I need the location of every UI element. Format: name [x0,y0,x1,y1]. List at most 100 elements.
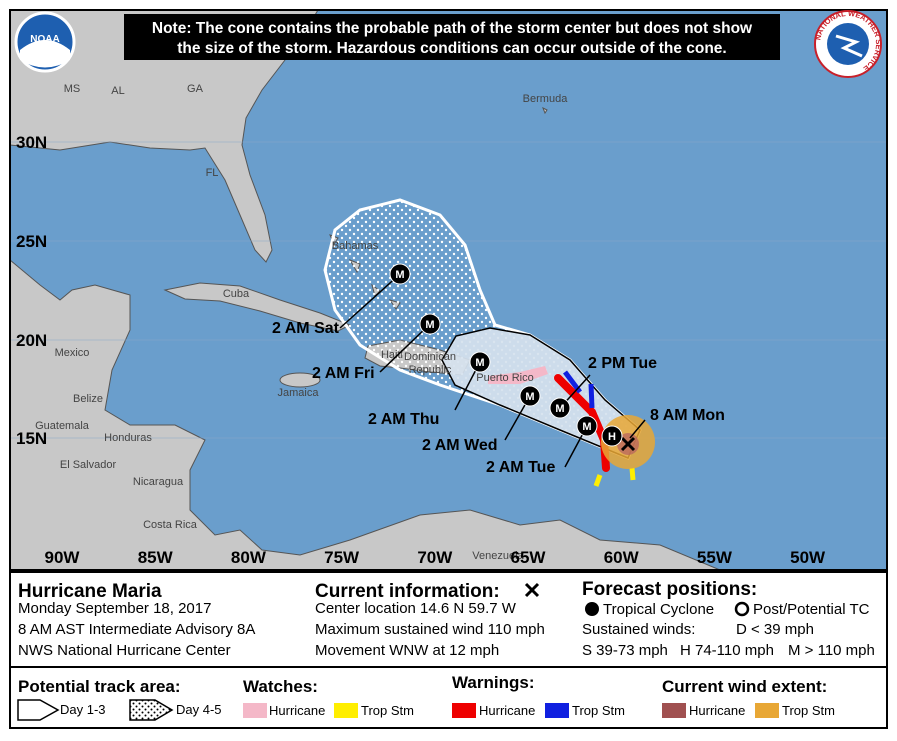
place-label: AL [111,85,124,97]
lon-label: 80W [231,548,267,567]
place-label: Nicaragua [133,476,184,488]
place-label: El Salvador [60,459,117,471]
swatch [755,703,779,718]
nws-logo-inner [827,23,869,65]
lon-label: 50W [790,548,826,567]
track-point [601,425,623,447]
legend-text: Hurricane [479,703,535,718]
current-label: 8 AM Mon [650,407,725,424]
track-point [469,351,491,373]
map: MS AL GA FL Bermuda Bahamas Cuba Mexico Belize Gu… [10,10,887,570]
place-labels: MS AL GA FL Bermuda Bahamas Cuba Mexico Belize Gu… [35,83,568,562]
warnings-title: Warnings: [452,673,534,692]
storm-line: NWS National Hurricane Center [18,642,231,659]
place-label: Costa Rica [143,519,198,531]
lon-label: 85W [138,548,174,567]
place-label: Republic [409,364,452,376]
current-title: Current information: [315,581,500,602]
watches-title: Watches: [243,677,318,696]
map-frame [9,9,888,571]
current-center [620,436,636,452]
land-cuba [163,282,352,332]
legend-text: Hurricane [269,703,325,718]
track-point [389,263,411,285]
tropical-icon [585,602,599,616]
place-label: Puerto Rico [476,372,533,384]
swatch [243,703,267,718]
legend-text: Day 1-3 [60,702,106,717]
lat-label: 25N [16,232,47,251]
place-label: Bahamas [332,240,379,252]
land-usa [10,10,319,263]
forecast-text: D < 39 mph [736,621,814,638]
place-label: Cuba [223,288,250,300]
watch-trop [629,467,636,481]
swatch [334,703,358,718]
place-label: Jamaica [278,387,320,399]
place-label: Belize [73,393,103,405]
track-symbol: M [475,357,484,369]
leader-line [339,273,401,329]
note-box [124,14,780,60]
forecast-text: M > 110 mph [788,642,875,659]
track-label: 2 PM Tue [588,355,657,372]
storm-title: Hurricane Maria [18,581,162,602]
track-label: 2 AM Thu [368,411,439,428]
current-line: Movement WNW at 12 mph [315,642,499,659]
lon-label: 65W [511,548,547,567]
land-bermuda [542,106,548,115]
forecast-text: H 74-110 mph [680,642,774,659]
axis-labels: 30N 25N 20N 15N 90W 85W 80W 75W 70W 65W 60W 55W 50W [16,133,826,567]
track-label: 2 AM Fri [312,365,375,382]
track-symbol: M [525,391,534,403]
swatch [545,703,569,718]
day45-icon [129,699,174,721]
swatch [662,703,686,718]
forecast-title: Forecast positions: [582,579,757,600]
forecast-text: Sustained winds: [582,621,695,638]
place-label: Dominican [404,351,456,363]
track-point [549,397,571,419]
lat-label: 15N [16,429,47,448]
day13-icon [17,699,60,721]
legend-text: Trop Stm [361,703,414,718]
place-label: Haiti [381,349,403,361]
track-label: 2 AM Tue [486,459,555,476]
place-label: MS [64,83,81,95]
track-label: 2 AM Sat [272,320,340,337]
forecast-text: Post/Potential TC [753,601,870,618]
noaa-logo-text: NOAA [30,34,59,45]
lat-label: 30N [16,133,47,152]
noaa-logo-wave [20,40,70,68]
forecast-text: Tropical Cyclone [603,601,714,618]
legend-text: Trop Stm [572,703,625,718]
lon-label: 90W [45,548,81,567]
storm-line: 8 AM AST Intermediate Advisory 8A [18,621,255,638]
nws-logo-bolt [835,34,863,58]
land-central [10,259,721,570]
watch-hurricane [488,366,548,384]
place-label: Guatemala [35,420,90,432]
leader-line [629,419,646,439]
watch-trop [593,474,603,487]
land-jamaica [279,372,321,388]
track: 2 AM Sat M 2 AM Fri M 2 AM Thu M 2 AM Wed M 2 PM… [272,263,657,476]
current-line: Center location 14.6 N 59.7 W [315,600,517,617]
track-symbol: H [608,431,616,443]
leader-line [379,323,431,373]
place-label: Venezuela [472,550,524,562]
track-symbol: M [395,269,404,281]
wind-title: Current wind extent: [662,677,827,696]
swatch [452,703,476,718]
note-line: Note: The cone contains the probable pat… [152,20,753,37]
track-area-title: Potential track area: [18,677,181,696]
current-line: Maximum sustained wind 110 mph [315,621,545,638]
place-label: Bermuda [523,93,569,105]
place-label: GA [187,83,204,95]
lat-label: 20N [16,331,47,350]
track-symbol: M [555,403,564,415]
track-point [576,415,598,437]
track-label: 2 AM Wed [422,437,498,454]
forecast-text: S 39-73 mph [582,642,668,659]
place-label: Mexico [55,347,90,359]
